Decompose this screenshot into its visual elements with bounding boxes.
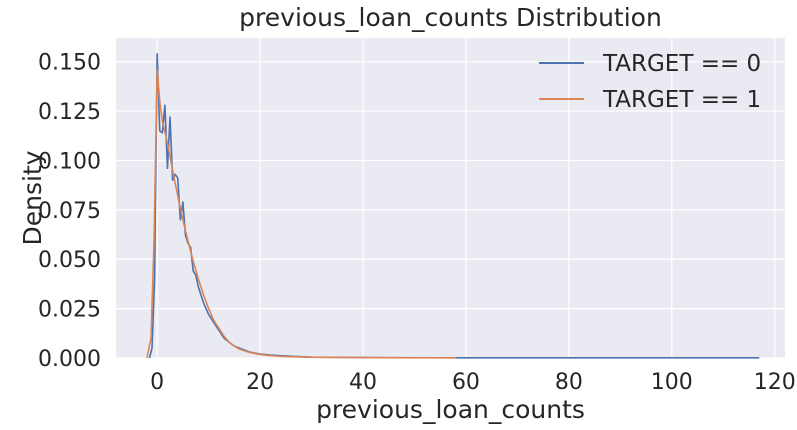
grid (116, 38, 785, 359)
y-tick-label: 0.125 (38, 100, 101, 125)
x-tick-label: 80 (555, 370, 583, 395)
x-tick-label: 20 (246, 370, 274, 395)
y-tick-label: 0.075 (38, 199, 101, 224)
series-line-1 (146, 68, 456, 359)
legend-label-0: TARGET == 0 (602, 51, 761, 77)
x-axis-ticks: 0 20 40 60 80 100 120 (150, 370, 796, 395)
y-tick-label: 0.000 (38, 347, 101, 372)
x-tick-label: 100 (651, 370, 693, 395)
x-tick-label: 60 (452, 370, 480, 395)
y-tick-label: 0.150 (38, 51, 101, 76)
x-tick-label: 0 (150, 370, 164, 395)
series-lines (146, 53, 760, 359)
legend-label-1: TARGET == 1 (602, 87, 761, 113)
y-tick-label: 0.100 (38, 149, 101, 174)
x-tick-label: 40 (349, 370, 377, 395)
y-axis-ticks: 0.000 0.025 0.050 0.075 0.100 0.125 0.150 (38, 51, 101, 372)
x-tick-label: 120 (754, 370, 796, 395)
y-tick-label: 0.050 (38, 248, 101, 273)
y-tick-label: 0.025 (38, 298, 101, 323)
plot-area (116, 38, 785, 358)
y-axis-label: Density (18, 150, 47, 245)
chart-title: previous_loan_counts Distribution (239, 3, 662, 32)
legend: TARGET == 0 TARGET == 1 (539, 51, 761, 113)
x-axis-label: previous_loan_counts (316, 395, 585, 424)
